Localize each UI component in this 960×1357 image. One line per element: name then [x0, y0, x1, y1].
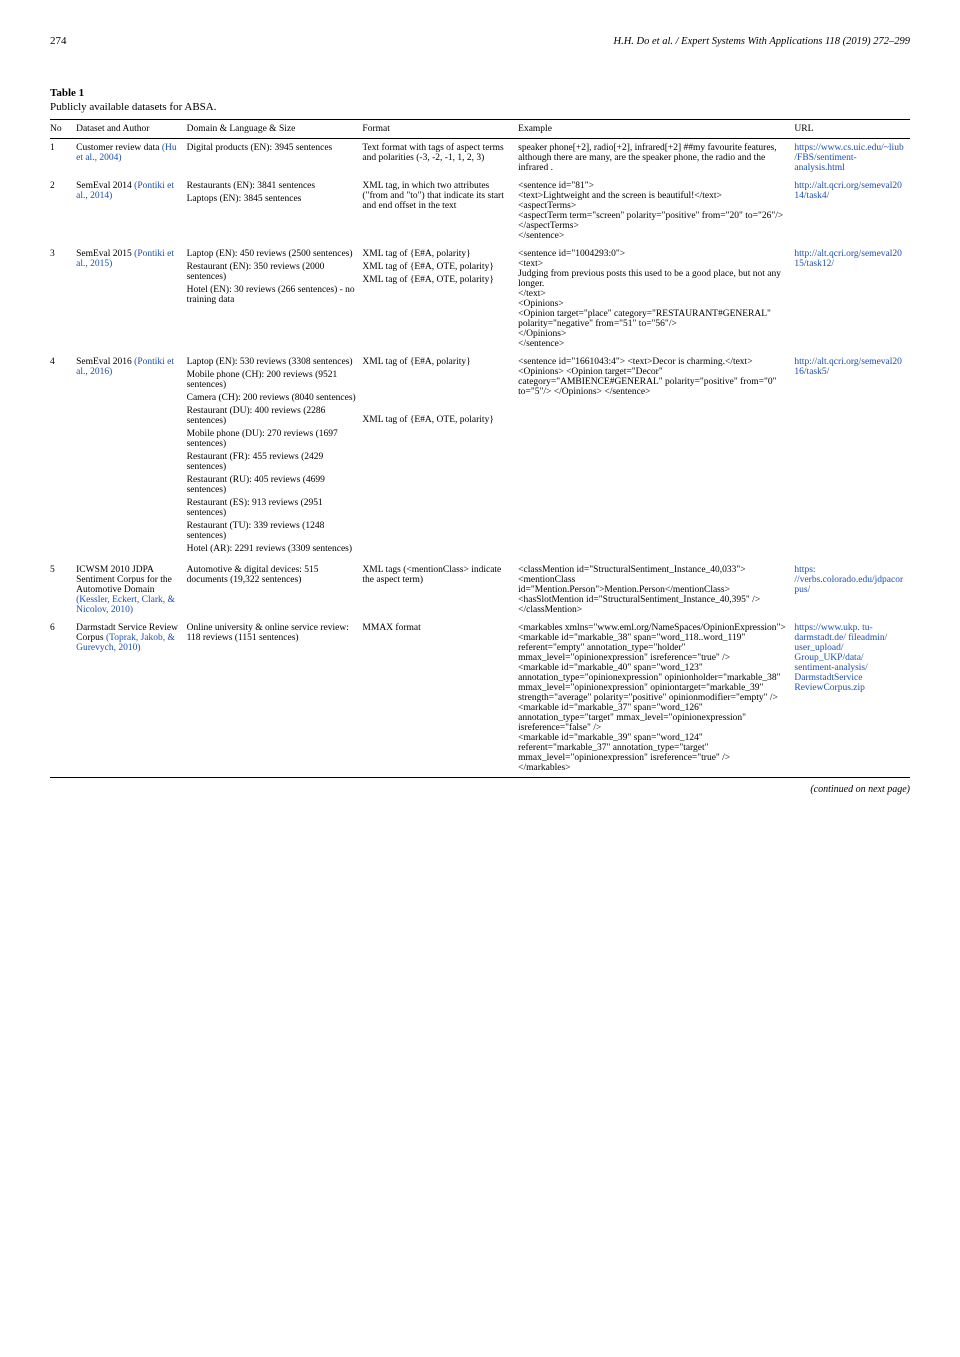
cell-domain: Laptop (EN): 450 reviews (2500 sentences… — [187, 245, 363, 353]
cell-url[interactable]: http://alt.qcri.org/semeval2015/task12/ — [794, 245, 910, 353]
cell-no: 5 — [50, 561, 76, 619]
col-example: Example — [518, 120, 794, 139]
table-row: 4 SemEval 2016 (Pontiki et al., 2016) La… — [50, 353, 910, 561]
cell-no: 2 — [50, 177, 76, 245]
cell-format: XML tag of {E#A, polarity} XML tag of {E… — [362, 353, 518, 561]
running-head: H.H. Do et al. / Expert Systems With App… — [614, 36, 911, 47]
cell-dataset: SemEval 2015 (Pontiki et al., 2015) — [76, 245, 187, 353]
cell-example: <sentence id="81"> <text>Lightweight and… — [518, 177, 794, 245]
cell-format: Text format with tags of aspect terms an… — [362, 139, 518, 178]
cell-example: <sentence id="1004293:0"> <text> Judging… — [518, 245, 794, 353]
cell-format: XML tag, in which two attributes ("from … — [362, 177, 518, 245]
table-caption-label: Table 1 — [50, 87, 910, 99]
cell-domain: Restaurants (EN): 3841 sentences Laptops… — [187, 177, 363, 245]
col-domain: Domain & Language & Size — [187, 120, 363, 139]
table-row: 2 SemEval 2014 (Pontiki et al., 2014) Re… — [50, 177, 910, 245]
cell-dataset: Customer review data (Hu et al., 2004) — [76, 139, 187, 178]
table-header-row: No Dataset and Author Domain & Language … — [50, 120, 910, 139]
cell-dataset: ICWSM 2010 JDPA Sentiment Corpus for the… — [76, 561, 187, 619]
citation-link[interactable]: (Kessler, Eckert, Clark, & Nicolov, 2010… — [76, 595, 175, 615]
cell-dataset: SemEval 2016 (Pontiki et al., 2016) — [76, 353, 187, 561]
cell-url[interactable]: https: //verbs.colorado.edu/jdpacorpus/ — [794, 561, 910, 619]
table-caption-text: Publicly available datasets for ABSA. — [50, 101, 910, 113]
cell-no: 3 — [50, 245, 76, 353]
cell-dataset: SemEval 2014 (Pontiki et al., 2014) — [76, 177, 187, 245]
cell-format: XML tag of {E#A, polarity} XML tag of {E… — [362, 245, 518, 353]
cell-example: <sentence id="1661043:4"> <text>Decor is… — [518, 353, 794, 561]
cell-url[interactable]: https://www.ukp. tu-darmstadt.de/ filead… — [794, 619, 910, 778]
page-number: 274 — [50, 35, 67, 47]
cell-domain: Automotive & digital devices: 515 docume… — [187, 561, 363, 619]
cell-example: <markables xmlns="www.eml.org/NameSpaces… — [518, 619, 794, 778]
page-header: 274 H.H. Do et al. / Expert Systems With… — [50, 35, 910, 47]
col-url: URL — [794, 120, 910, 139]
cell-format: XML tags (<mentionClass> indicate the as… — [362, 561, 518, 619]
cell-domain: Online university & online service revie… — [187, 619, 363, 778]
cell-example: speaker phone[+2], radio[+2], infrared[+… — [518, 139, 794, 178]
cell-domain: Digital products (EN): 3945 sentences — [187, 139, 363, 178]
cell-url[interactable]: http://alt.qcri.org/semeval2016/task5/ — [794, 353, 910, 561]
col-no: No — [50, 120, 76, 139]
cell-format: MMAX format — [362, 619, 518, 778]
cell-no: 4 — [50, 353, 76, 561]
cell-example: <classMention id="StructuralSentiment_In… — [518, 561, 794, 619]
continued-notice: (continued on next page) — [50, 784, 910, 795]
table-row: 1 Customer review data (Hu et al., 2004)… — [50, 139, 910, 178]
datasets-table: No Dataset and Author Domain & Language … — [50, 119, 910, 778]
cell-no: 6 — [50, 619, 76, 778]
table-row: 3 SemEval 2015 (Pontiki et al., 2015) La… — [50, 245, 910, 353]
cell-domain: Laptop (EN): 530 reviews (3308 sentences… — [187, 353, 363, 561]
cell-dataset: Darmstadt Service Review Corpus (Toprak,… — [76, 619, 187, 778]
table-row: 5 ICWSM 2010 JDPA Sentiment Corpus for t… — [50, 561, 910, 619]
table-row: 6 Darmstadt Service Review Corpus (Topra… — [50, 619, 910, 778]
cell-url[interactable]: http://alt.qcri.org/semeval2014/task4/ — [794, 177, 910, 245]
cell-no: 1 — [50, 139, 76, 178]
col-format: Format — [362, 120, 518, 139]
col-dataset: Dataset and Author — [76, 120, 187, 139]
cell-url[interactable]: https://www.cs.uic.edu/~liub/FBS/sentime… — [794, 139, 910, 178]
